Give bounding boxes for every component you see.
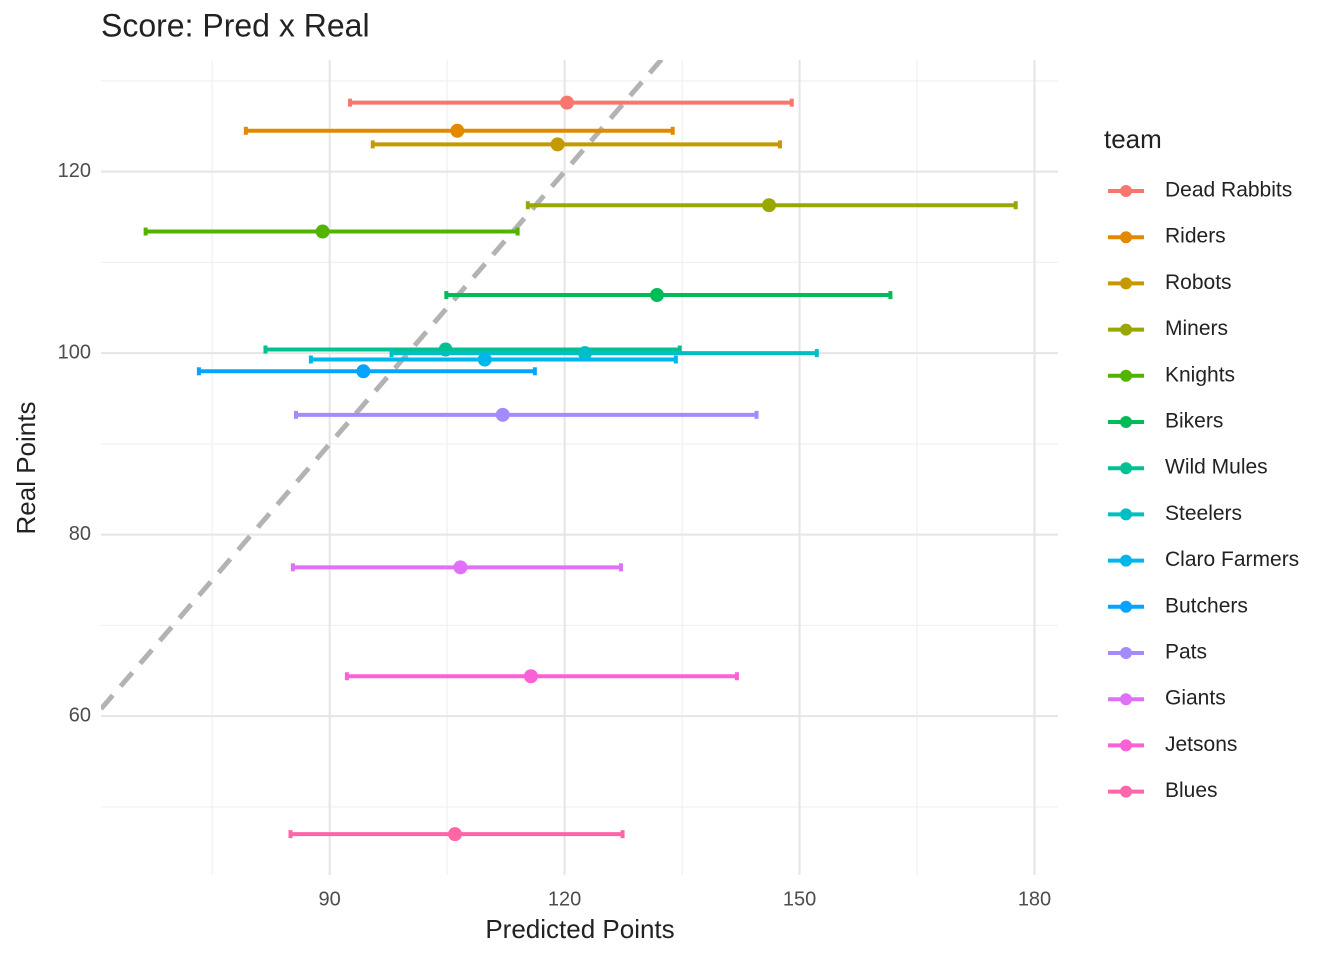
x-tick-label: 120 xyxy=(548,888,581,910)
legend-swatch-point xyxy=(1120,462,1132,475)
legend-swatch-point xyxy=(1120,323,1132,336)
point xyxy=(315,224,330,239)
legend-swatch-point xyxy=(1120,554,1132,567)
y-axis-label: Real Points xyxy=(11,402,41,535)
legend-swatch-point xyxy=(1120,416,1132,428)
point xyxy=(450,123,465,138)
x-tick-label: 150 xyxy=(783,888,816,910)
reference-line xyxy=(101,60,665,711)
legend-label: Wild Mules xyxy=(1165,456,1268,479)
legend-swatch-point xyxy=(1120,508,1132,521)
point xyxy=(577,346,592,361)
legend-swatch-point xyxy=(1120,231,1132,244)
point xyxy=(495,407,510,422)
point xyxy=(447,827,462,842)
legend-label: Steelers xyxy=(1165,502,1242,525)
legend-swatch-point xyxy=(1120,693,1132,706)
x-tick-label: 180 xyxy=(1018,888,1051,910)
legend-swatch-point xyxy=(1120,739,1132,752)
y-tick-label: 100 xyxy=(58,341,91,363)
legend-label: Jetsons xyxy=(1165,733,1237,756)
y-tick-label: 80 xyxy=(69,523,91,545)
x-tick-label: 90 xyxy=(319,888,341,910)
legend-label: Riders xyxy=(1165,225,1226,248)
legend-swatch-point xyxy=(1120,369,1132,382)
y-tick-label: 120 xyxy=(58,160,91,182)
point xyxy=(477,352,492,367)
legend-swatch-point xyxy=(1120,647,1132,659)
legend-swatch-point xyxy=(1120,600,1132,613)
legend-title: team xyxy=(1104,124,1162,154)
legend-label: Giants xyxy=(1165,687,1226,710)
point xyxy=(559,95,574,110)
y-tick-label: 60 xyxy=(69,704,91,726)
point xyxy=(453,560,468,575)
x-axis-label: Predicted Points xyxy=(485,914,674,944)
legend-label: Dead Rabbits xyxy=(1165,179,1292,202)
chart-title: Score: Pred x Real xyxy=(101,7,370,43)
legend-label: Butchers xyxy=(1165,594,1248,617)
legend-label: Bikers xyxy=(1165,410,1223,433)
legend-label: Miners xyxy=(1165,317,1228,340)
point xyxy=(762,198,777,213)
point xyxy=(523,669,538,684)
point xyxy=(650,288,665,303)
legend-label: Pats xyxy=(1165,641,1207,664)
point xyxy=(550,137,565,152)
legend-swatch-point xyxy=(1120,185,1132,197)
legend-label: Claro Farmers xyxy=(1165,548,1299,571)
legend-label: Knights xyxy=(1165,363,1235,386)
legend-swatch-point xyxy=(1120,277,1132,290)
point xyxy=(356,364,371,379)
legend-swatch-point xyxy=(1120,785,1132,798)
legend-label: Robots xyxy=(1165,271,1232,294)
legend-label: Blues xyxy=(1165,779,1218,802)
